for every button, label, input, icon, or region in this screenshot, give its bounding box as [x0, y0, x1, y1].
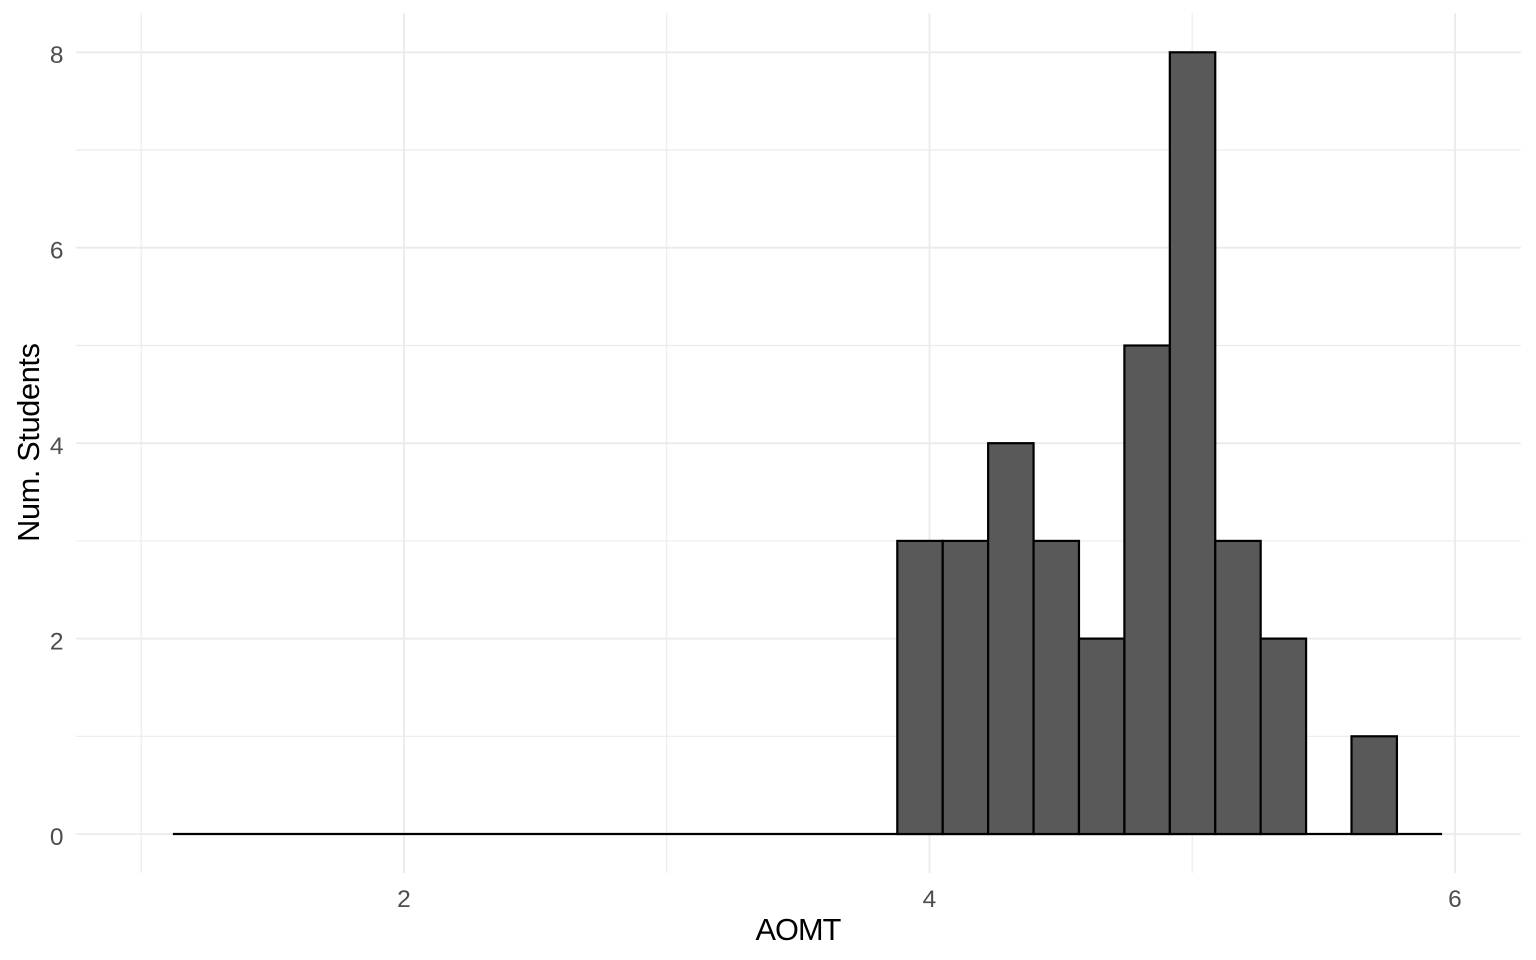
svg-text:AOMT: AOMT — [755, 912, 841, 947]
svg-text:2: 2 — [397, 886, 411, 913]
svg-text:Num. Students: Num. Students — [11, 343, 46, 541]
svg-text:4: 4 — [50, 433, 64, 460]
svg-text:6: 6 — [50, 238, 64, 265]
svg-text:8: 8 — [50, 42, 64, 69]
svg-text:0: 0 — [50, 824, 64, 851]
svg-text:6: 6 — [1448, 886, 1462, 913]
svg-text:2: 2 — [50, 628, 64, 655]
svg-text:4: 4 — [923, 886, 937, 913]
